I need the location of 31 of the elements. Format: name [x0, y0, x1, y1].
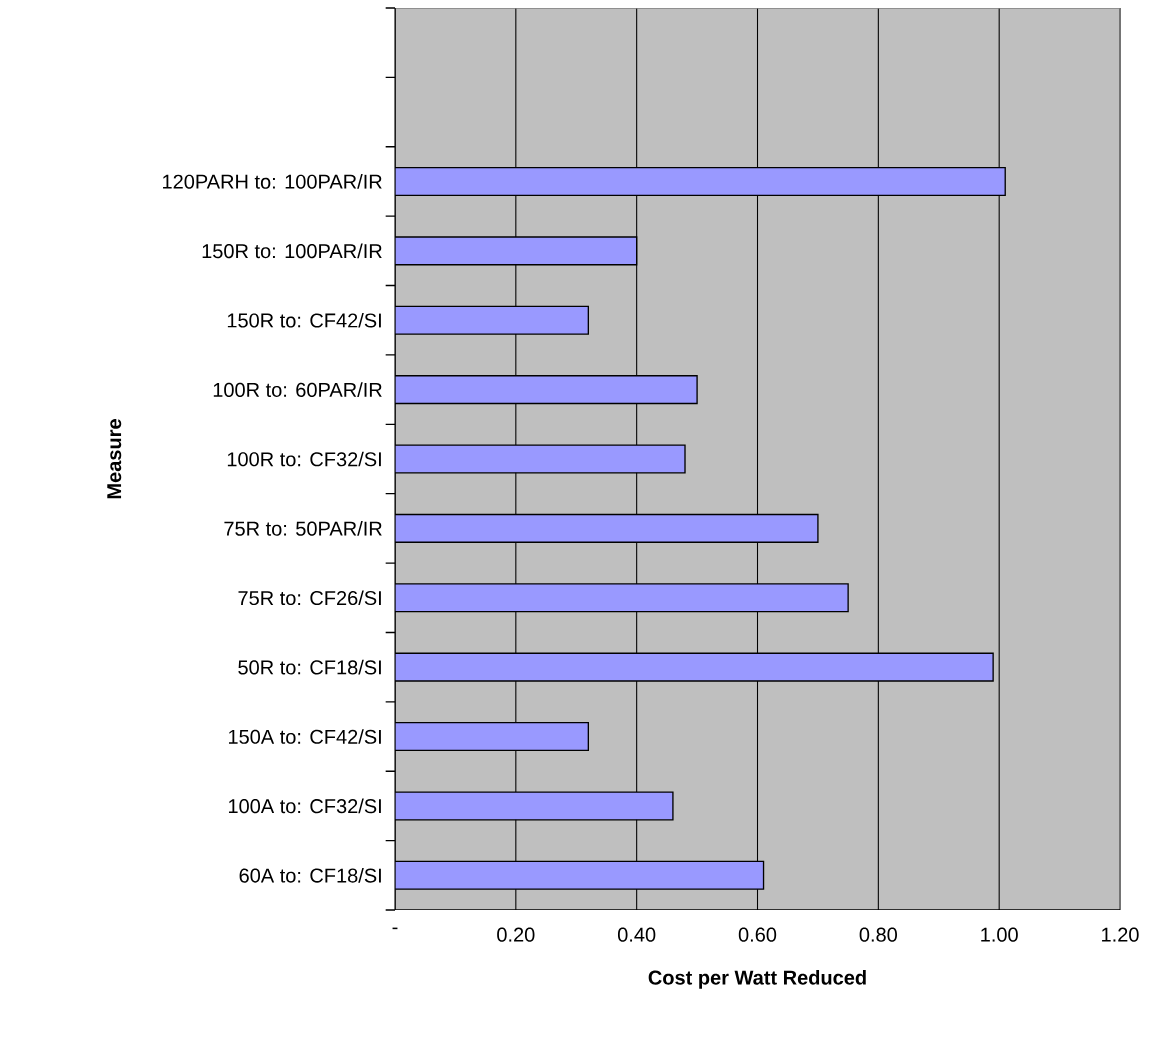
- bar: [395, 236, 638, 266]
- bar: [395, 375, 698, 405]
- bar: [395, 513, 819, 543]
- x-tick-label: 0.80: [859, 927, 898, 942]
- x-axis-title: Cost per Watt Reduced: [648, 970, 866, 989]
- y-tick-label: 100R to: 60PAR/IR: [213, 382, 382, 397]
- x-tick-label: 0.40: [617, 927, 656, 942]
- x-tick-label: 0.60: [738, 927, 777, 942]
- y-tick-label: 120PARH to: 100PAR/IR: [163, 174, 382, 189]
- x-tick-label: -: [392, 927, 398, 930]
- bar: [395, 305, 590, 335]
- bar: [395, 166, 1006, 196]
- y-tick-label: 150R to: CF42/SI: [227, 312, 381, 328]
- bar: [395, 444, 686, 474]
- bar: [395, 583, 849, 613]
- x-tick-label: 1.20: [1102, 927, 1139, 942]
- y-tick-label: 75R to: CF26/SI: [238, 590, 381, 606]
- bar: [395, 652, 994, 682]
- y-tick-label: 150A to: CF42/SI: [228, 729, 381, 744]
- y-tick-label: 100R to: CF32/SI: [227, 451, 381, 467]
- bar: [395, 721, 590, 752]
- y-axis-title: Measure: [107, 419, 122, 499]
- y-tick-label: 100A to: CF32/SI: [228, 798, 381, 814]
- bar: [395, 860, 765, 890]
- y-tick-label: 150R to: 100PAR/IR: [202, 243, 382, 259]
- x-tick-label: 1.00: [981, 927, 1018, 942]
- y-tick-label: 60A to: CF18/SI: [239, 867, 381, 883]
- y-tick-label: 50R to: CF18/SI: [238, 659, 381, 675]
- bar: [395, 791, 674, 821]
- y-tick-label: 75R to: 50PAR/IR: [224, 521, 382, 536]
- x-tick-label: 0.20: [497, 927, 535, 942]
